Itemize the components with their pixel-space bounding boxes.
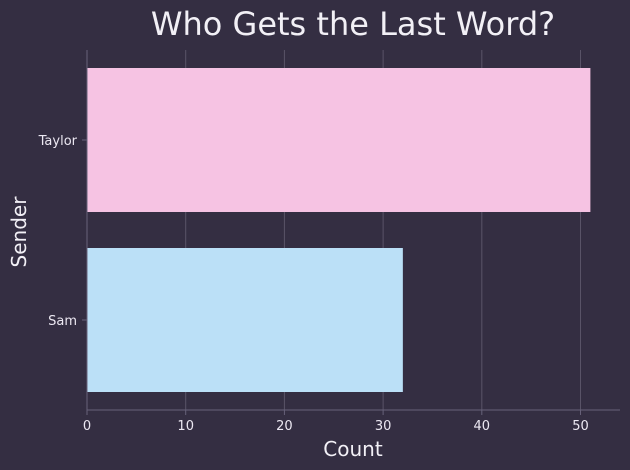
x-tick-label: 0 <box>83 419 91 434</box>
y-tick-label: Sam <box>48 314 77 329</box>
bar-sam <box>87 248 403 392</box>
x-tick-label: 20 <box>276 419 293 434</box>
y-tick-label: Taylor <box>38 134 78 149</box>
x-tick-label: 30 <box>375 419 392 434</box>
x-tick-label: 10 <box>177 419 194 434</box>
axis-layer: 0 10 20 30 40 50 Taylor Sam <box>38 50 620 434</box>
bar-taylor <box>87 68 591 212</box>
x-tick-label: 40 <box>474 419 491 434</box>
y-axis-label: Sender <box>7 196 31 268</box>
x-axis-label: Count <box>323 437 383 461</box>
bars-layer <box>87 68 591 392</box>
chart-title: Who Gets the Last Word? <box>151 5 555 43</box>
x-tick-label: 50 <box>572 419 589 434</box>
